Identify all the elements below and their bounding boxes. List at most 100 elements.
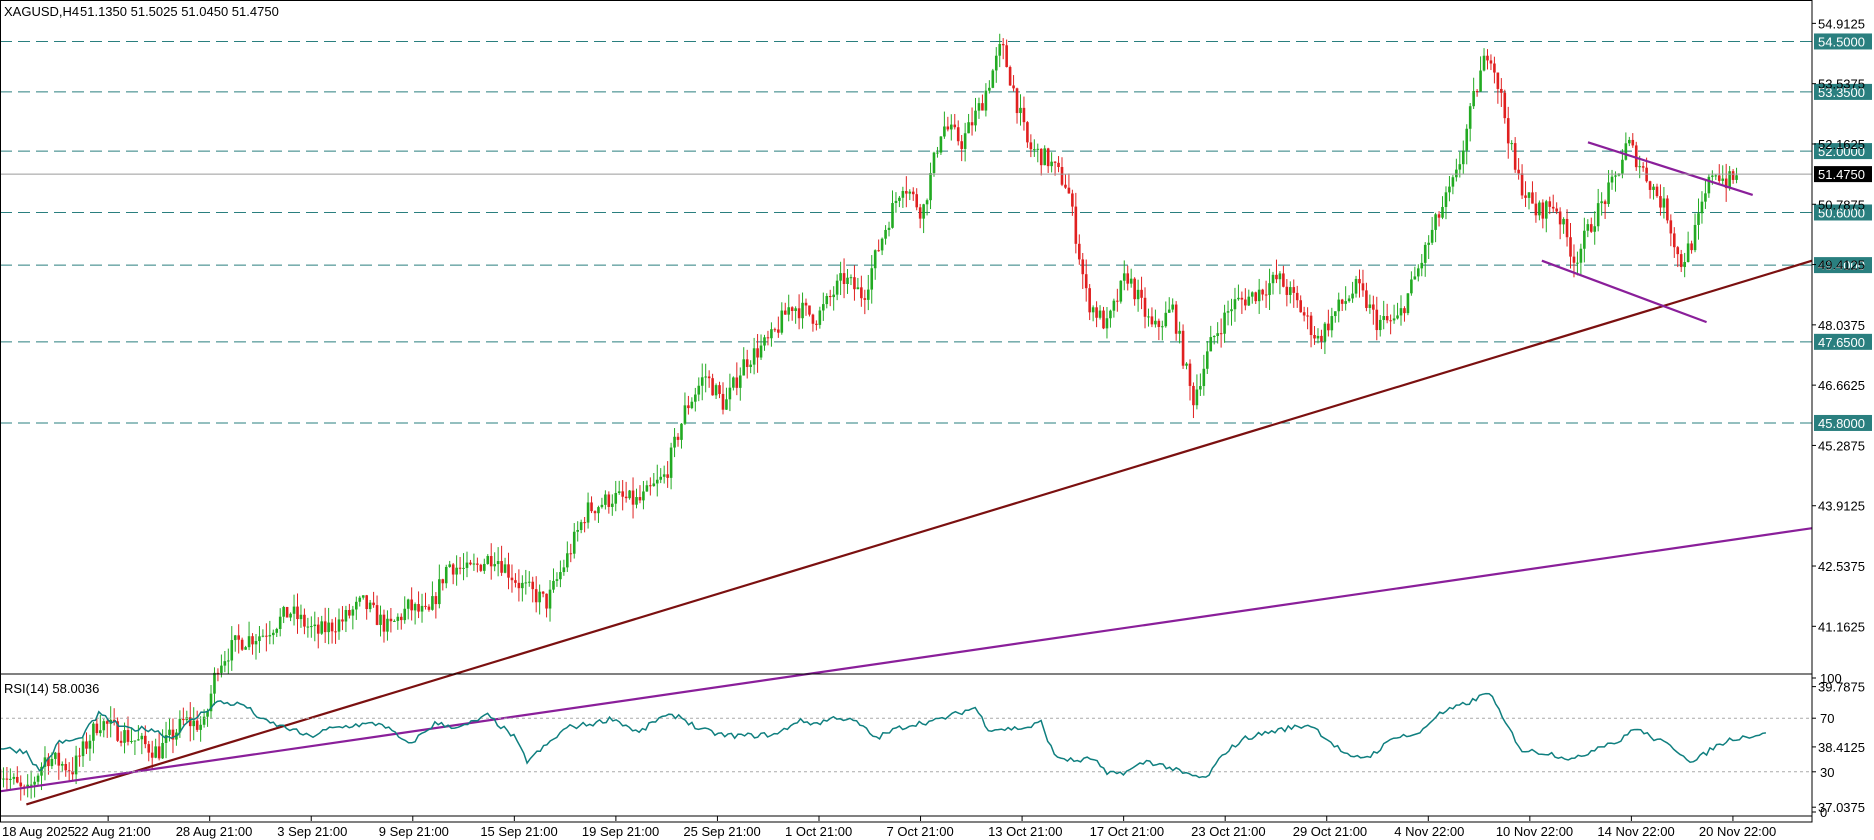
bearish-candle (981, 103, 984, 111)
long-term-trendline[interactable] (0, 527, 1813, 793)
bearish-candle (323, 621, 327, 633)
bearish-candle (64, 763, 68, 771)
bullish-candle (1164, 312, 1168, 327)
x-tick-label: 14 Nov 22:00 (1597, 824, 1674, 839)
bearish-candle (365, 595, 368, 610)
bullish-candle (1378, 319, 1382, 331)
bearish-candle (424, 605, 427, 607)
bearish-candle (489, 556, 493, 567)
bullish-candle (81, 741, 85, 757)
bullish-candle (299, 614, 303, 620)
bearish-candle (1669, 220, 1673, 234)
bearish-candle (1641, 166, 1645, 168)
bearish-candle (1116, 300, 1119, 302)
bearish-candle (19, 782, 23, 787)
triangle-lower-trendline[interactable] (1541, 259, 1707, 324)
bearish-candle (1174, 304, 1178, 334)
bullish-candle (2, 778, 5, 780)
bullish-candle (199, 724, 202, 730)
bullish-candle (950, 124, 953, 130)
bullish-candle (1354, 278, 1358, 294)
bullish-candle (988, 87, 991, 91)
bullish-candle (462, 567, 465, 569)
bearish-candle (1403, 308, 1406, 314)
bullish-candle (801, 302, 804, 319)
bullish-candle (1711, 175, 1714, 177)
bullish-candle (1461, 150, 1465, 165)
bullish-candle (1451, 177, 1455, 187)
bullish-candle (839, 273, 842, 281)
level-price-box (1814, 143, 1872, 160)
bearish-candle (1046, 148, 1050, 167)
bearish-candle (1181, 330, 1185, 366)
bearish-candle (237, 635, 240, 640)
bullish-candle (220, 665, 223, 673)
bullish-candle (555, 579, 559, 581)
triangle-upper-trendline[interactable] (1587, 141, 1754, 196)
bullish-candle (1413, 276, 1417, 280)
bearish-candle (1313, 335, 1316, 339)
bearish-candle (773, 329, 777, 331)
bullish-candle (998, 44, 1002, 56)
bullish-candle (559, 572, 562, 580)
bullish-candle (818, 310, 822, 325)
x-tick-label: 19 Sep 21:00 (582, 824, 659, 839)
bullish-candle (770, 329, 773, 339)
bullish-candle (1576, 262, 1579, 264)
bullish-candle (1136, 289, 1140, 300)
bullish-candle (1628, 139, 1631, 144)
bullish-candle (749, 364, 752, 367)
bearish-candle (1731, 171, 1735, 180)
bearish-candle (804, 302, 808, 306)
bullish-candle (825, 296, 829, 305)
y-tick-label: 45.2875 (1818, 438, 1865, 453)
bearish-candle (1551, 206, 1555, 209)
y-tick-label: 42.5375 (1818, 559, 1865, 574)
bullish-candle (1033, 149, 1036, 151)
bullish-candle (337, 619, 341, 632)
bearish-candle (777, 329, 780, 333)
bullish-candle (1178, 330, 1181, 334)
bullish-candle (154, 746, 157, 758)
bullish-candle (1420, 262, 1424, 269)
bullish-candle (227, 660, 230, 662)
bullish-candle (1430, 229, 1434, 243)
bullish-candle (856, 287, 860, 290)
bearish-candle (469, 562, 472, 565)
bullish-candle (1271, 274, 1275, 284)
bullish-candle (604, 494, 607, 505)
bullish-candle (610, 503, 614, 507)
bullish-candle (1396, 315, 1399, 319)
bullish-candle (1593, 226, 1597, 232)
bearish-candle (860, 287, 863, 299)
bullish-candle (164, 735, 168, 743)
bearish-candle (112, 719, 116, 722)
main-price-pane[interactable]: 54.5000 53.3500 52.0000 50.6000 49.4000 47.65… (0, 33, 1872, 806)
bearish-candle (1095, 307, 1098, 318)
rsi-indicator-pane[interactable] (0, 692, 1812, 779)
bearish-candle (666, 474, 669, 478)
bullish-candle (9, 778, 12, 780)
bullish-candle (486, 556, 490, 564)
bearish-candle (382, 614, 386, 632)
bullish-candle (431, 596, 434, 610)
bearish-candle (638, 497, 642, 501)
rsi-pane-frame (0, 673, 1813, 817)
bullish-candle (901, 191, 905, 198)
bullish-candle (880, 238, 884, 251)
bearish-candle (1531, 192, 1534, 204)
bearish-candle (797, 308, 801, 319)
bearish-candle (1565, 218, 1569, 238)
bullish-candle (994, 55, 998, 71)
rising-support-trendline[interactable] (26, 259, 1813, 806)
bullish-candle (444, 566, 448, 584)
bullish-candle (493, 564, 496, 567)
bullish-candle (1579, 248, 1583, 263)
bearish-candle (1053, 161, 1057, 163)
bullish-candle (908, 191, 912, 194)
bearish-candle (1648, 181, 1652, 190)
bullish-candle (1043, 148, 1047, 166)
bullish-candle (1195, 389, 1199, 406)
bullish-candle (697, 385, 701, 395)
